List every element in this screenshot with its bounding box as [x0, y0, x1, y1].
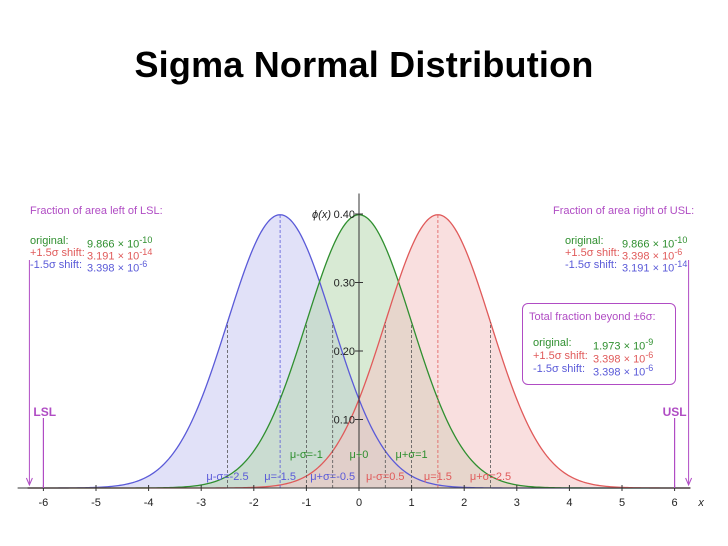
- row-value: 9.866 × 10: [87, 238, 140, 251]
- total-row-minus-shift: -1.5σ shift: 3.398 × 10-6: [533, 363, 673, 379]
- right-row-minus-shift: -1.5σ shift: 3.191 × 10-14: [565, 259, 705, 275]
- total-fraction-header: Total fraction beyond ±6σ:: [529, 311, 656, 323]
- row-exponent: -14: [674, 259, 688, 269]
- total-fraction-box: [522, 303, 676, 385]
- sigma-annotation: μ=-1.5: [264, 471, 296, 483]
- slide-title: Sigma Normal Distribution: [134, 44, 594, 85]
- x-tick-label: 6: [672, 497, 678, 509]
- x-tick-label: -2: [249, 497, 259, 509]
- row-exponent: -10: [674, 235, 688, 245]
- row-exponent: -6: [674, 247, 683, 257]
- row-value: 3.398 × 10: [87, 262, 140, 275]
- left-row-minus-shift: -1.5σ shift: 3.398 × 10-6: [30, 259, 200, 275]
- row-exponent: -9: [645, 337, 654, 347]
- sigma-annotation: μ+0: [350, 449, 369, 461]
- sigma-annotation: μ-σ=-1: [290, 449, 323, 461]
- sigma-annotation: μ-σ=-2.5: [206, 471, 248, 483]
- y-tick-label: 0.30: [334, 278, 355, 290]
- row-exponent: -6: [645, 350, 654, 360]
- sigma-annotation: μ+σ=-0.5: [310, 471, 355, 483]
- row-label: original:: [30, 235, 69, 247]
- row-label: -1.5σ shift:: [30, 259, 83, 271]
- row-label: original:: [565, 235, 604, 247]
- y-axis-label: ϕ(x): [312, 209, 331, 221]
- row-label: -1.5σ shift:: [565, 259, 618, 271]
- x-tick-label: -6: [39, 497, 49, 509]
- row-value: 3.191 × 10: [622, 262, 675, 275]
- x-axis-label: x: [697, 497, 704, 509]
- row-exponent: -10: [139, 235, 153, 245]
- total-row-plus-shift: +1.5σ shift: 3.398 × 10-6: [533, 350, 673, 366]
- curve-fill-0: [27, 214, 691, 488]
- row-label: original:: [533, 337, 572, 349]
- x-tick-label: 0: [356, 497, 362, 509]
- x-tick-label: -5: [91, 497, 101, 509]
- row-value: 3.398 × 10: [593, 366, 646, 379]
- x-tick-label: 5: [619, 497, 625, 509]
- sigma-annotation: μ+σ=2.5: [470, 471, 511, 483]
- row-value: 3.398 × 10: [622, 250, 675, 263]
- total-row-original: original: 1.973 × 10-9: [533, 337, 673, 353]
- row-label: +1.5σ shift:: [30, 247, 85, 259]
- right-area-header: Fraction of area right of USL:: [553, 205, 695, 217]
- row-label: -1.5σ shift:: [533, 363, 586, 375]
- left-row-plus-shift: +1.5σ shift: 3.191 × 10-14: [30, 247, 200, 263]
- row-label: +1.5σ shift:: [533, 350, 588, 362]
- row-value: 9.866 × 10: [622, 238, 675, 251]
- y-tick-label: 0.40: [334, 209, 355, 221]
- right-area-box: Fraction of area right of USL:: [553, 205, 713, 217]
- x-tick-label: 4: [566, 497, 572, 509]
- limit-label: USL: [663, 405, 687, 419]
- x-tick-label: -1: [302, 497, 312, 509]
- right-row-plus-shift: +1.5σ shift: 3.398 × 10-6: [565, 247, 705, 263]
- limit-arrow-head: [25, 477, 33, 487]
- right-row-original: original: 9.866 × 10-10: [565, 235, 705, 251]
- total-fraction-header-wrap: Total fraction beyond ±6σ:: [529, 311, 674, 323]
- sigma-annotation: μ-σ=0.5: [366, 471, 405, 483]
- y-tick-label: 0.20: [334, 346, 355, 358]
- x-tick-label: -3: [196, 497, 206, 509]
- row-exponent: -14: [139, 247, 153, 257]
- left-area-header: Fraction of area left of LSL:: [30, 205, 163, 217]
- left-row-original: original: 9.866 × 10-10: [30, 235, 200, 251]
- curve-fill-2: [27, 214, 691, 488]
- left-area-box: Fraction of area left of LSL:: [30, 205, 200, 217]
- row-exponent: -6: [139, 259, 148, 269]
- limit-label: LSL: [33, 405, 56, 419]
- x-tick-label: 1: [409, 497, 415, 509]
- row-label: +1.5σ shift:: [565, 247, 620, 259]
- row-exponent: -6: [645, 363, 654, 373]
- x-tick-label: 2: [461, 497, 467, 509]
- sigma-annotation: μ+σ=1: [396, 449, 428, 461]
- row-value: 3.191 × 10: [87, 250, 140, 263]
- x-tick-label: 3: [514, 497, 520, 509]
- row-value: 3.398 × 10: [593, 353, 646, 366]
- y-tick-label: 0.10: [334, 415, 355, 427]
- x-tick-label: -4: [144, 497, 154, 509]
- limit-arrow-head: [685, 477, 693, 487]
- sigma-annotation: μ=1.5: [424, 471, 452, 483]
- row-value: 1.973 × 10: [593, 340, 646, 353]
